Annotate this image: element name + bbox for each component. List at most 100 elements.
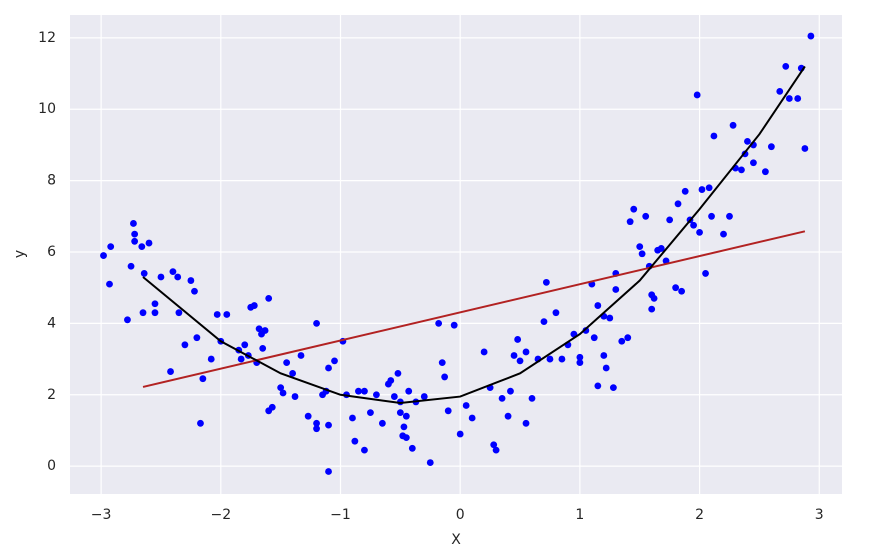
point xyxy=(313,319,320,327)
point xyxy=(600,352,608,359)
point xyxy=(507,387,514,395)
point xyxy=(582,327,590,334)
point xyxy=(801,145,809,152)
x-tick-label: −3 xyxy=(91,507,112,523)
point xyxy=(678,287,686,295)
point xyxy=(648,305,656,313)
y-tick-label: 4 xyxy=(47,315,56,331)
point xyxy=(681,187,689,195)
point xyxy=(313,419,320,427)
point xyxy=(767,143,775,151)
point xyxy=(444,407,452,415)
point xyxy=(693,91,701,99)
point xyxy=(738,166,745,174)
point xyxy=(638,250,646,258)
point xyxy=(450,321,458,329)
point xyxy=(606,314,614,322)
point xyxy=(283,359,291,367)
point xyxy=(279,389,287,397)
fit-line xyxy=(142,65,806,404)
point xyxy=(480,348,488,356)
point xyxy=(100,252,107,259)
point xyxy=(378,419,386,427)
point xyxy=(504,412,512,420)
point xyxy=(138,243,146,251)
point xyxy=(297,352,305,359)
point xyxy=(624,334,632,342)
point xyxy=(594,302,602,309)
point xyxy=(313,425,320,433)
y-tick-label: 8 xyxy=(47,173,56,189)
point xyxy=(400,423,408,431)
point xyxy=(304,412,312,420)
y-tick-label: 6 xyxy=(47,244,56,260)
point xyxy=(107,243,115,251)
point xyxy=(175,309,183,317)
point xyxy=(514,336,522,343)
point xyxy=(490,441,498,449)
point xyxy=(140,270,148,277)
point xyxy=(750,159,757,167)
point xyxy=(325,468,332,475)
point xyxy=(259,344,267,352)
point xyxy=(612,286,620,293)
point xyxy=(542,278,550,286)
point xyxy=(405,387,413,395)
point xyxy=(124,316,131,324)
point xyxy=(167,368,174,375)
point xyxy=(546,355,554,363)
point xyxy=(151,300,159,308)
point xyxy=(351,437,359,445)
x-tick-label: 2 xyxy=(695,507,704,523)
point xyxy=(291,393,299,400)
point xyxy=(435,319,443,327)
point xyxy=(261,327,269,334)
point xyxy=(609,384,617,392)
point xyxy=(157,273,165,281)
point xyxy=(390,393,398,400)
point xyxy=(420,393,428,400)
x-tick-label: 0 xyxy=(456,507,465,523)
point xyxy=(139,309,147,317)
point xyxy=(187,277,195,284)
point xyxy=(181,341,189,349)
point xyxy=(672,284,680,292)
x-tick-label: −1 xyxy=(330,507,351,523)
y-tick-label: 0 xyxy=(47,458,56,474)
point xyxy=(785,95,793,102)
point xyxy=(367,409,374,417)
point xyxy=(698,186,706,193)
point xyxy=(268,403,276,411)
point xyxy=(241,341,249,349)
y-tick-label: 12 xyxy=(38,30,56,46)
point xyxy=(373,391,380,399)
y-tick-label: 2 xyxy=(47,387,56,403)
point xyxy=(590,334,598,342)
point xyxy=(674,200,682,208)
point xyxy=(522,348,530,356)
point xyxy=(255,325,263,333)
point xyxy=(576,353,584,361)
point xyxy=(710,132,718,140)
point xyxy=(708,212,715,220)
x-axis-label: X xyxy=(451,532,461,548)
point xyxy=(127,262,135,270)
point xyxy=(528,394,536,402)
fit-line xyxy=(142,230,806,388)
point xyxy=(594,382,602,390)
point xyxy=(626,218,634,226)
point xyxy=(408,444,416,452)
point xyxy=(213,311,221,318)
point xyxy=(199,375,207,383)
point xyxy=(325,364,332,372)
point xyxy=(776,87,784,95)
point xyxy=(807,32,815,40)
point xyxy=(650,295,658,302)
point xyxy=(151,309,159,317)
point xyxy=(402,412,410,420)
point xyxy=(705,184,713,192)
point xyxy=(690,221,697,229)
y-tick-label: 10 xyxy=(38,101,56,117)
x-tick-label: 1 xyxy=(575,507,584,523)
